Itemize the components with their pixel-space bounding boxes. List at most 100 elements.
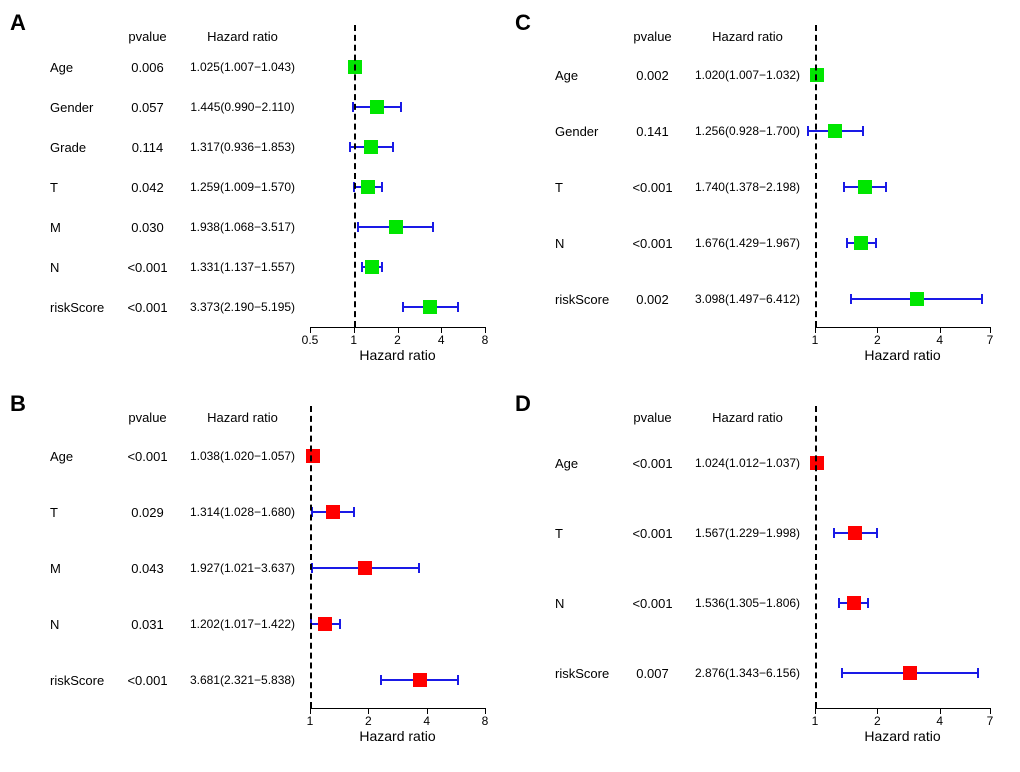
variable-name: T — [50, 180, 120, 195]
plot-cell — [815, 159, 990, 215]
forest-plot: pvalueHazard ratio Age0.0021.020(1.007−1.… — [555, 25, 990, 371]
forest-row: Gender0.1411.256(0.928−1.700) — [555, 103, 990, 159]
ci-cap-right — [875, 238, 877, 248]
point-estimate — [326, 505, 340, 519]
ci-cap-right — [418, 563, 420, 573]
plot-cell — [310, 47, 485, 87]
forest-row: N0.0311.202(1.017−1.422) — [50, 596, 485, 652]
panel-label: C — [515, 10, 531, 36]
axis-tick-label: 7 — [987, 333, 994, 347]
forest-plot: pvalueHazard ratioAge0.0061.025(1.007−1.… — [50, 25, 485, 371]
point-estimate — [810, 68, 824, 82]
forest-row: N<0.0011.536(1.305−1.806) — [555, 568, 990, 638]
hazard-ratio-text: 1.020(1.007−1.032) — [680, 68, 815, 82]
plot-cell — [815, 103, 990, 159]
plot-cell — [310, 652, 485, 708]
variable-name: riskScore — [555, 666, 625, 681]
pvalue: 0.002 — [625, 68, 680, 83]
point-estimate — [318, 617, 332, 631]
forest-row: T<0.0011.740(1.378−2.198) — [555, 159, 990, 215]
axis-tick-label: 1 — [350, 333, 357, 347]
hazard-ratio-text: 1.256(0.928−1.700) — [680, 124, 815, 138]
axis-tick-label: 2 — [874, 714, 881, 728]
variable-name: Age — [555, 68, 625, 83]
ci-cap-right — [981, 294, 983, 304]
header-row: pvalueHazard ratio — [555, 406, 990, 428]
ci-cap-right — [400, 102, 402, 112]
x-axis: 1247Hazard ratio — [815, 327, 990, 362]
variable-name: N — [555, 596, 625, 611]
variable-name: N — [50, 260, 120, 275]
forest-row: Age0.0021.020(1.007−1.032) — [555, 47, 990, 103]
col-pvalue-header: pvalue — [120, 410, 175, 425]
hazard-ratio-text: 1.445(0.990−2.110) — [175, 100, 310, 114]
pvalue: <0.001 — [625, 596, 680, 611]
axis-title: Hazard ratio — [359, 347, 435, 363]
header-row: pvalueHazard ratio — [50, 25, 485, 47]
hazard-ratio-text: 3.373(2.190−5.195) — [175, 300, 310, 314]
point-estimate — [370, 100, 384, 114]
point-estimate — [348, 60, 362, 74]
variable-name: Age — [50, 60, 120, 75]
x-axis: 1248Hazard ratio — [310, 708, 485, 743]
hazard-ratio-text: 1.740(1.378−2.198) — [680, 180, 815, 194]
variable-name: Age — [50, 449, 120, 464]
variable-name: T — [50, 505, 120, 520]
ci-cap-left — [402, 302, 404, 312]
pvalue: 0.029 — [120, 505, 175, 520]
ci-cap-left — [833, 528, 835, 538]
panel-B: BpvalueHazard ratioAge<0.0011.038(1.020−… — [10, 391, 505, 762]
axis-tick-label: 1 — [812, 333, 819, 347]
rows-wrap: Age0.0061.025(1.007−1.043)Gender0.0571.4… — [50, 47, 485, 327]
ci-cap-left — [841, 668, 843, 678]
point-estimate — [358, 561, 372, 575]
variable-name: riskScore — [50, 300, 120, 315]
hazard-ratio-text: 1.331(1.137−1.557) — [175, 260, 310, 274]
forest-row: Age<0.0011.038(1.020−1.057) — [50, 428, 485, 484]
forest-plot: pvalueHazard ratioAge<0.0011.024(1.012−1… — [555, 406, 990, 752]
point-estimate — [361, 180, 375, 194]
x-axis: 0.51248Hazard ratio — [310, 327, 485, 362]
axis-tick-label: 2 — [394, 333, 401, 347]
variable-name: riskScore — [555, 292, 625, 307]
col-pvalue-header: pvalue — [625, 410, 680, 425]
point-estimate — [389, 220, 403, 234]
point-estimate — [848, 526, 862, 540]
pvalue: 0.031 — [120, 617, 175, 632]
plot-cell — [310, 167, 485, 207]
plot-cell — [815, 428, 990, 498]
ci-cap-right — [353, 507, 355, 517]
pvalue: 0.042 — [120, 180, 175, 195]
point-estimate — [810, 456, 824, 470]
col-pvalue-header: pvalue — [120, 29, 175, 44]
variable-name: T — [555, 526, 625, 541]
hazard-ratio-text: 1.025(1.007−1.043) — [175, 60, 310, 74]
ci-cap-right — [392, 142, 394, 152]
col-pvalue-header: pvalue — [625, 29, 680, 44]
col-hr-header: Hazard ratio — [680, 29, 815, 44]
forest-row: N<0.0011.331(1.137−1.557) — [50, 247, 485, 287]
axis-tick-label: 4 — [936, 714, 943, 728]
x-axis: 1247Hazard ratio — [815, 708, 990, 743]
panel-A: ApvalueHazard ratioAge0.0061.025(1.007−1… — [10, 10, 505, 381]
variable-name: riskScore — [50, 673, 120, 688]
forest-row: riskScore0.0072.876(1.343−6.156) — [555, 638, 990, 708]
hazard-ratio-text: 1.314(1.028−1.680) — [175, 505, 310, 519]
ci-cap-left — [846, 238, 848, 248]
plot-cell — [815, 47, 990, 103]
ci-cap-right — [381, 262, 383, 272]
plot-cell — [310, 127, 485, 167]
axis-tick-label: 1 — [307, 714, 314, 728]
ci-cap-left — [311, 563, 313, 573]
pvalue: <0.001 — [120, 449, 175, 464]
point-estimate — [910, 292, 924, 306]
ci-cap-left — [838, 598, 840, 608]
ci-cap-left — [310, 619, 312, 629]
forest-row: M0.0301.938(1.068−3.517) — [50, 207, 485, 247]
hazard-ratio-text: 1.536(1.305−1.806) — [680, 596, 815, 610]
plot-cell — [310, 428, 485, 484]
forest-row: riskScore<0.0013.681(2.321−5.838) — [50, 652, 485, 708]
ci-cap-left — [361, 262, 363, 272]
panel-label: D — [515, 391, 531, 417]
ci-cap-right — [867, 598, 869, 608]
